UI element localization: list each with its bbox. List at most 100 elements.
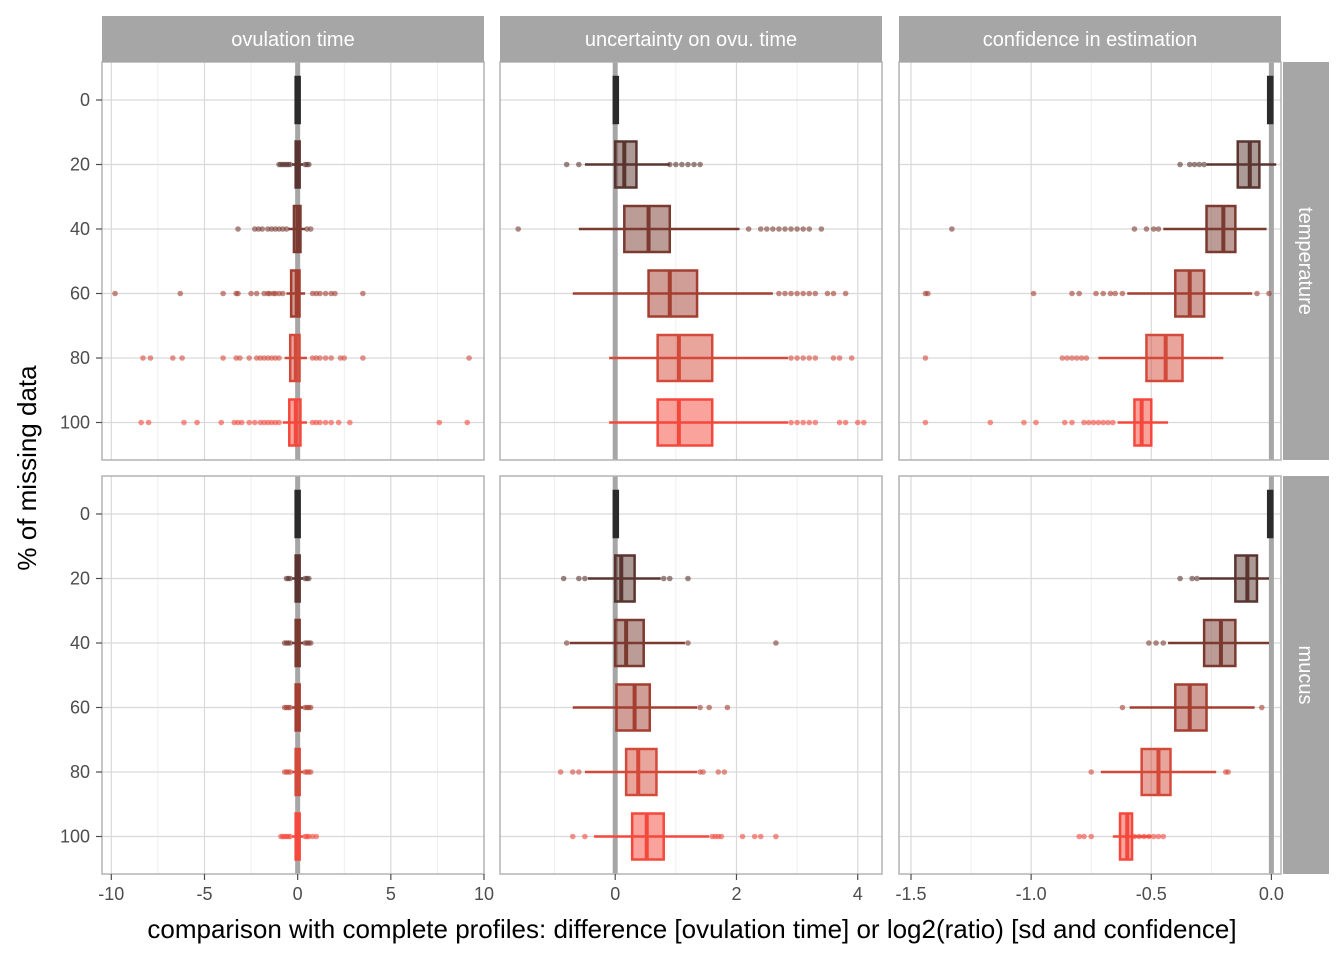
outlier-point (1076, 290, 1082, 297)
outlier-point (218, 419, 225, 426)
box-40 (949, 204, 1267, 254)
outlier-point (322, 355, 329, 361)
panel-marks (922, 75, 1277, 447)
outlier-point (1033, 419, 1039, 426)
outlier-point (776, 226, 782, 232)
panel-1-1 (499, 475, 883, 875)
box-80 (1088, 747, 1231, 797)
outlier-point (1141, 833, 1147, 840)
box-0 (612, 75, 620, 125)
column-strip-2: confidence in estimation (899, 16, 1281, 62)
box-20 (276, 140, 312, 189)
outlier-point (773, 833, 779, 840)
outlier-point (341, 355, 348, 361)
outlier-point (721, 769, 728, 775)
outlier-point (306, 575, 312, 582)
outlier-point (806, 355, 813, 361)
outlier-point (724, 704, 731, 711)
outlier-point (307, 640, 314, 646)
outlier-point (237, 355, 243, 361)
x-tick-label: 4 (853, 884, 863, 904)
outlier-point (569, 833, 576, 840)
outlier-point (287, 769, 294, 775)
panel-2-1 (898, 475, 1282, 875)
outlier-point (1110, 419, 1116, 426)
panel-background (500, 476, 882, 874)
outlier-point (757, 833, 764, 840)
outlier-point (794, 419, 800, 426)
box-60 (281, 683, 314, 732)
box-60 (1119, 683, 1265, 732)
x-axis-title: comparison with complete profiles: diffe… (147, 914, 1236, 944)
outlier-point (1069, 290, 1075, 297)
outlier-point (252, 419, 258, 426)
outlier-point (922, 355, 929, 361)
outlier-point (1225, 769, 1231, 775)
x-tick-label: -1.0 (1016, 884, 1047, 904)
outlier-point (800, 226, 806, 232)
outlier-point (1081, 833, 1087, 840)
outlier-point (170, 355, 176, 361)
box-body (1205, 204, 1237, 254)
outlier-point (466, 355, 472, 361)
outlier-point (1254, 290, 1260, 297)
outlier-point (1059, 355, 1066, 361)
outlier-point (145, 419, 152, 426)
outlier-point (1186, 161, 1193, 168)
y-tick-label: 0 (80, 90, 90, 110)
outlier-point (1150, 226, 1157, 232)
outlier-point (246, 355, 253, 361)
y-tick-label: 40 (70, 633, 90, 653)
x-tick-label: 5 (386, 884, 396, 904)
row-strip-label: temperature (1294, 207, 1316, 315)
outlier-point (1258, 704, 1265, 711)
outlier-point (1177, 161, 1183, 168)
outlier-point (679, 161, 685, 168)
box-0 (1266, 489, 1274, 539)
box-0 (294, 75, 301, 125)
outlier-point (464, 419, 471, 426)
x-tick-label: -5 (196, 884, 212, 904)
outlier-point (685, 575, 691, 582)
outlier-point (1146, 640, 1152, 646)
column-strip-0: ovulation time (102, 16, 484, 62)
y-tick-label: 100 (60, 827, 90, 847)
outlier-point (685, 161, 691, 168)
outlier-point (1155, 226, 1162, 232)
x-tick-label: -0.5 (1136, 884, 1167, 904)
outlier-point (560, 575, 567, 582)
outlier-point (1196, 161, 1203, 168)
outlier-point (751, 833, 758, 840)
outlier-point (925, 290, 931, 297)
box-0 (612, 489, 620, 539)
x-tick-label: -1.5 (895, 884, 926, 904)
panel-marks (515, 75, 867, 447)
box-80 (140, 333, 472, 383)
outlier-point (276, 355, 282, 361)
outlier-point (557, 769, 564, 775)
outlier-point (307, 704, 314, 711)
outlier-point (328, 355, 335, 361)
box-40 (235, 204, 314, 254)
outlier-point (179, 355, 185, 361)
outlier-point (1021, 419, 1027, 426)
outlier-point (360, 290, 366, 297)
outlier-point (706, 704, 712, 711)
box-40 (1146, 618, 1269, 668)
outlier-point (1189, 575, 1195, 582)
box-20 (560, 554, 691, 603)
outlier-point (1191, 161, 1198, 168)
outlier-point (1030, 290, 1037, 297)
outlier-point (788, 290, 794, 297)
row-strip-label: mucus (1294, 646, 1316, 705)
outlier-point (782, 290, 788, 297)
outlier-point (576, 575, 582, 582)
box-body (647, 269, 699, 318)
panel-border (898, 475, 1282, 875)
outlier-point (287, 704, 294, 711)
outlier-point (307, 769, 314, 775)
outlier-point (1064, 355, 1070, 361)
outlier-point (1150, 833, 1157, 840)
outlier-point (335, 419, 342, 426)
box-body (613, 554, 636, 603)
